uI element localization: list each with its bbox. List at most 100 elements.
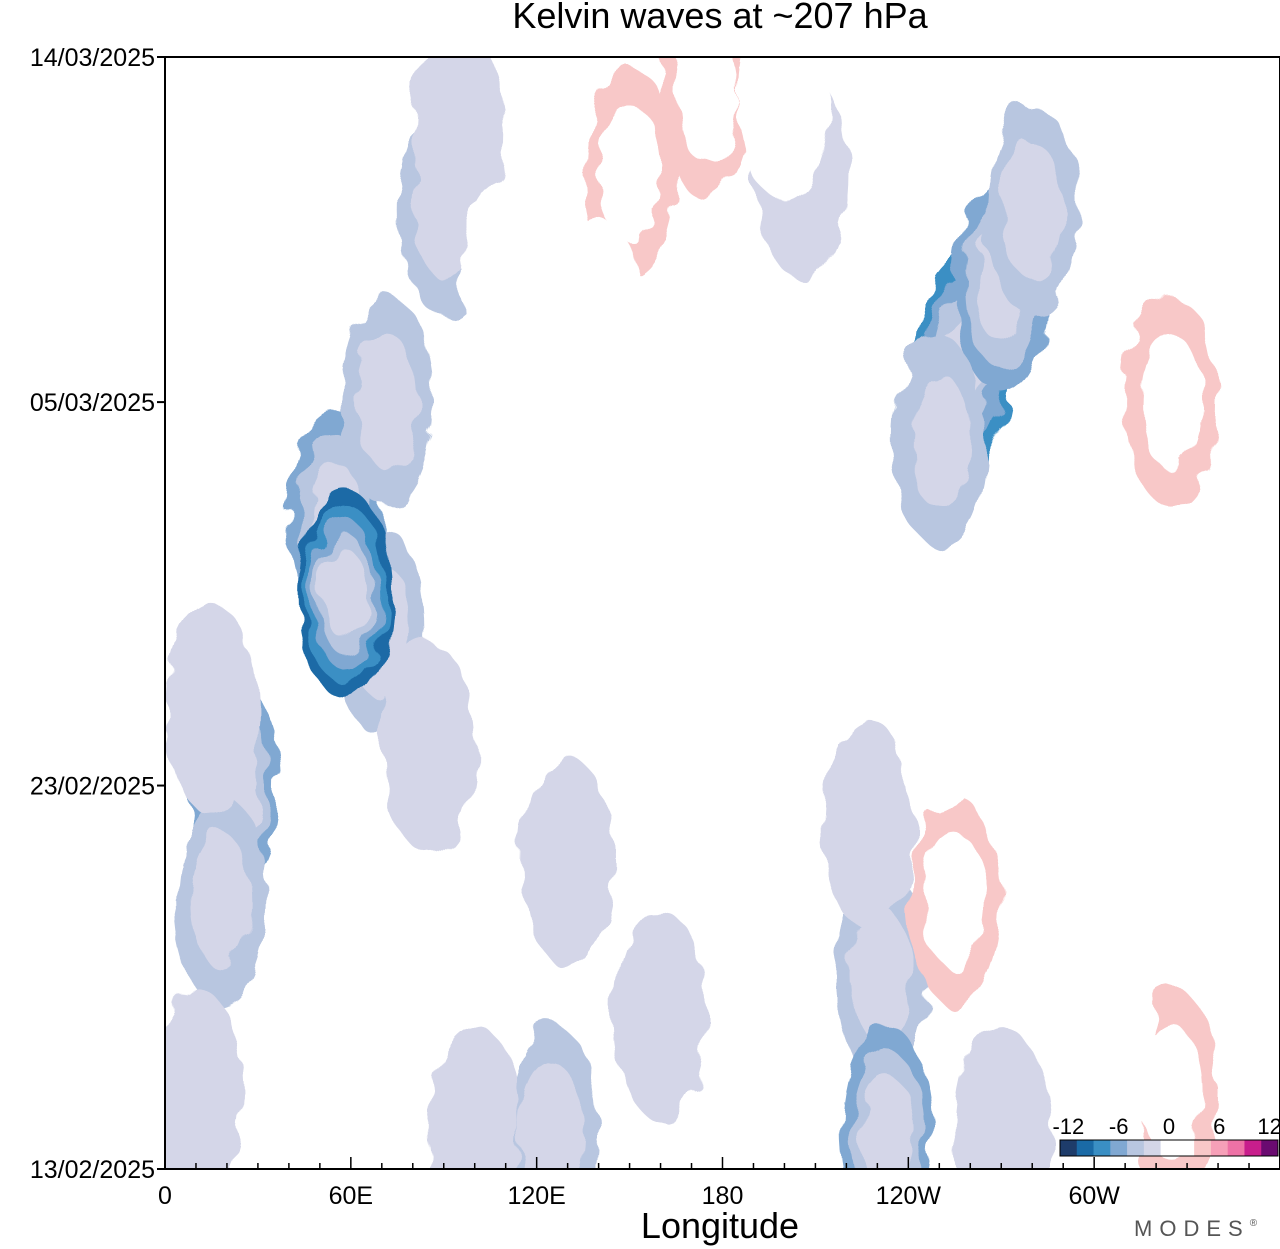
anomaly-blob-12 <box>428 1025 521 1169</box>
logo-text: MODES <box>1134 1216 1250 1241</box>
contour-level <box>382 642 475 853</box>
contour-level <box>357 334 419 470</box>
colorbar-swatch <box>1093 1140 1111 1156</box>
colorbar-swatch <box>1261 1140 1279 1156</box>
contour-level <box>923 833 986 969</box>
contour-level <box>1017 488 1110 699</box>
contour-level <box>189 833 252 969</box>
y-axis: 14/03/2025 05/03/2025 23/02/2025 13/02/2025 <box>30 44 165 1184</box>
anomaly-blob-32 <box>707 757 800 968</box>
contour-level <box>707 757 800 968</box>
contour-level <box>165 987 242 1169</box>
anomaly-blob-20 <box>986 105 1079 316</box>
contour-level <box>1048 680 1141 891</box>
colorbar-swatch <box>1076 1140 1095 1156</box>
anomaly-blob-33 <box>908 795 1001 1006</box>
y-tick-label: 13/02/2025 <box>30 1156 155 1184</box>
chart-title: Kelvin waves at ~207 hPa <box>512 0 928 36</box>
contour-level <box>413 57 506 239</box>
colorbar-swatch <box>1227 1140 1245 1156</box>
anomaly-blob-41 <box>1063 948 1156 1159</box>
contour-level <box>1140 334 1203 470</box>
contour-level <box>908 372 971 508</box>
anomaly-blob-29 <box>180 182 273 393</box>
contour-level <box>598 104 661 240</box>
x-tick-label: 60E <box>329 1182 373 1210</box>
contour-level <box>1063 948 1156 1159</box>
anomaly-blob-30 <box>738 57 831 201</box>
colorbar-swatch <box>1177 1140 1195 1156</box>
contour-level <box>1172 105 1265 316</box>
x-tick-label: 180 <box>702 1182 744 1210</box>
colorbar-swatch <box>1127 1140 1145 1156</box>
contour-level <box>521 1063 584 1169</box>
contour-level <box>180 182 273 393</box>
registered-mark: ® <box>1250 1218 1258 1229</box>
anomaly-blob-21 <box>893 335 986 546</box>
colorbar-frame <box>1059 1139 1279 1157</box>
colorbar-tick-label: -6 <box>1109 1114 1129 1139</box>
contour-level <box>1140 1024 1203 1160</box>
anomaly-blob-13 <box>165 987 242 1169</box>
colorbar-swatch <box>1160 1140 1178 1156</box>
x-tick-label: 0 <box>158 1182 172 1210</box>
anomaly-blob-34 <box>893 603 986 814</box>
anomaly-blob-23 <box>955 1025 1048 1169</box>
contour-level <box>1218 872 1280 1083</box>
x-tick-label: 120W <box>876 1182 942 1210</box>
anomaly-blob-35 <box>1017 488 1110 699</box>
colorbar-swatch <box>1143 1140 1162 1156</box>
contour-level <box>552 220 645 431</box>
colorbar-tick-label: -12 <box>1052 1114 1084 1139</box>
contour-level <box>955 1025 1048 1169</box>
anomaly-blob-43 <box>738 987 831 1169</box>
y-tick-label: 05/03/2025 <box>30 389 155 417</box>
contour-level <box>738 987 831 1169</box>
anomaly-blob-11 <box>506 1025 599 1169</box>
x-axis-title: Longitude <box>641 1205 799 1246</box>
contour-level <box>242 1064 335 1169</box>
anomaly-blob-44 <box>242 1064 335 1169</box>
anomaly-blob-9 <box>382 642 475 853</box>
x-tick-label: 120E <box>507 1182 565 1210</box>
contour-level <box>852 909 915 1045</box>
colorbar-tick-label: 0 <box>1163 1114 1175 1139</box>
colorbar-swatch <box>1210 1140 1229 1156</box>
anomaly-blob-37 <box>1125 297 1218 508</box>
anomaly-blob-3 <box>342 297 434 508</box>
anomaly-blob-25 <box>552 220 645 431</box>
contour-level <box>521 757 614 968</box>
colorbar-swatch <box>1244 1140 1262 1156</box>
anomaly-blob-15 <box>840 1025 933 1169</box>
anomaly-blob-27 <box>459 182 552 393</box>
anomaly-blob-26 <box>661 57 754 201</box>
contour-level <box>1001 142 1064 278</box>
contour-level <box>614 910 707 1121</box>
contour-level <box>428 1025 521 1169</box>
anomaly-blob-5 <box>413 57 506 239</box>
colorbar-swatch <box>1194 1140 1212 1156</box>
colorbar-swatch <box>1060 1140 1078 1156</box>
colorbar-legend: -12 -6 0 6 12 <box>1052 1114 1280 1157</box>
contour-level <box>676 57 739 163</box>
anomaly-blob-2 <box>298 488 391 699</box>
anomaly-blob-10 <box>521 757 614 968</box>
contour-level <box>322 548 367 639</box>
x-axis: 0 60E 120E 180 120W 60W <box>158 1157 1250 1210</box>
modes-logo: MODES® <box>1134 1216 1258 1241</box>
y-tick-label: 14/03/2025 <box>30 44 155 72</box>
contour-level <box>822 718 915 929</box>
anomaly-blob-36 <box>1048 680 1141 891</box>
y-tick-label: 23/02/2025 <box>30 773 155 801</box>
contour-level <box>860 1075 913 1169</box>
x-tick-label: 60W <box>1068 1182 1120 1210</box>
anomaly-blob-8 <box>165 603 258 814</box>
contour-level <box>459 182 552 393</box>
contour-level <box>738 57 831 201</box>
anomaly-field <box>165 57 1280 1169</box>
colorbar-swatch <box>1110 1140 1128 1156</box>
anomaly-blob-16 <box>822 718 915 929</box>
anomaly-blob-7 <box>174 795 267 1006</box>
anomaly-blob-38 <box>1172 105 1265 316</box>
